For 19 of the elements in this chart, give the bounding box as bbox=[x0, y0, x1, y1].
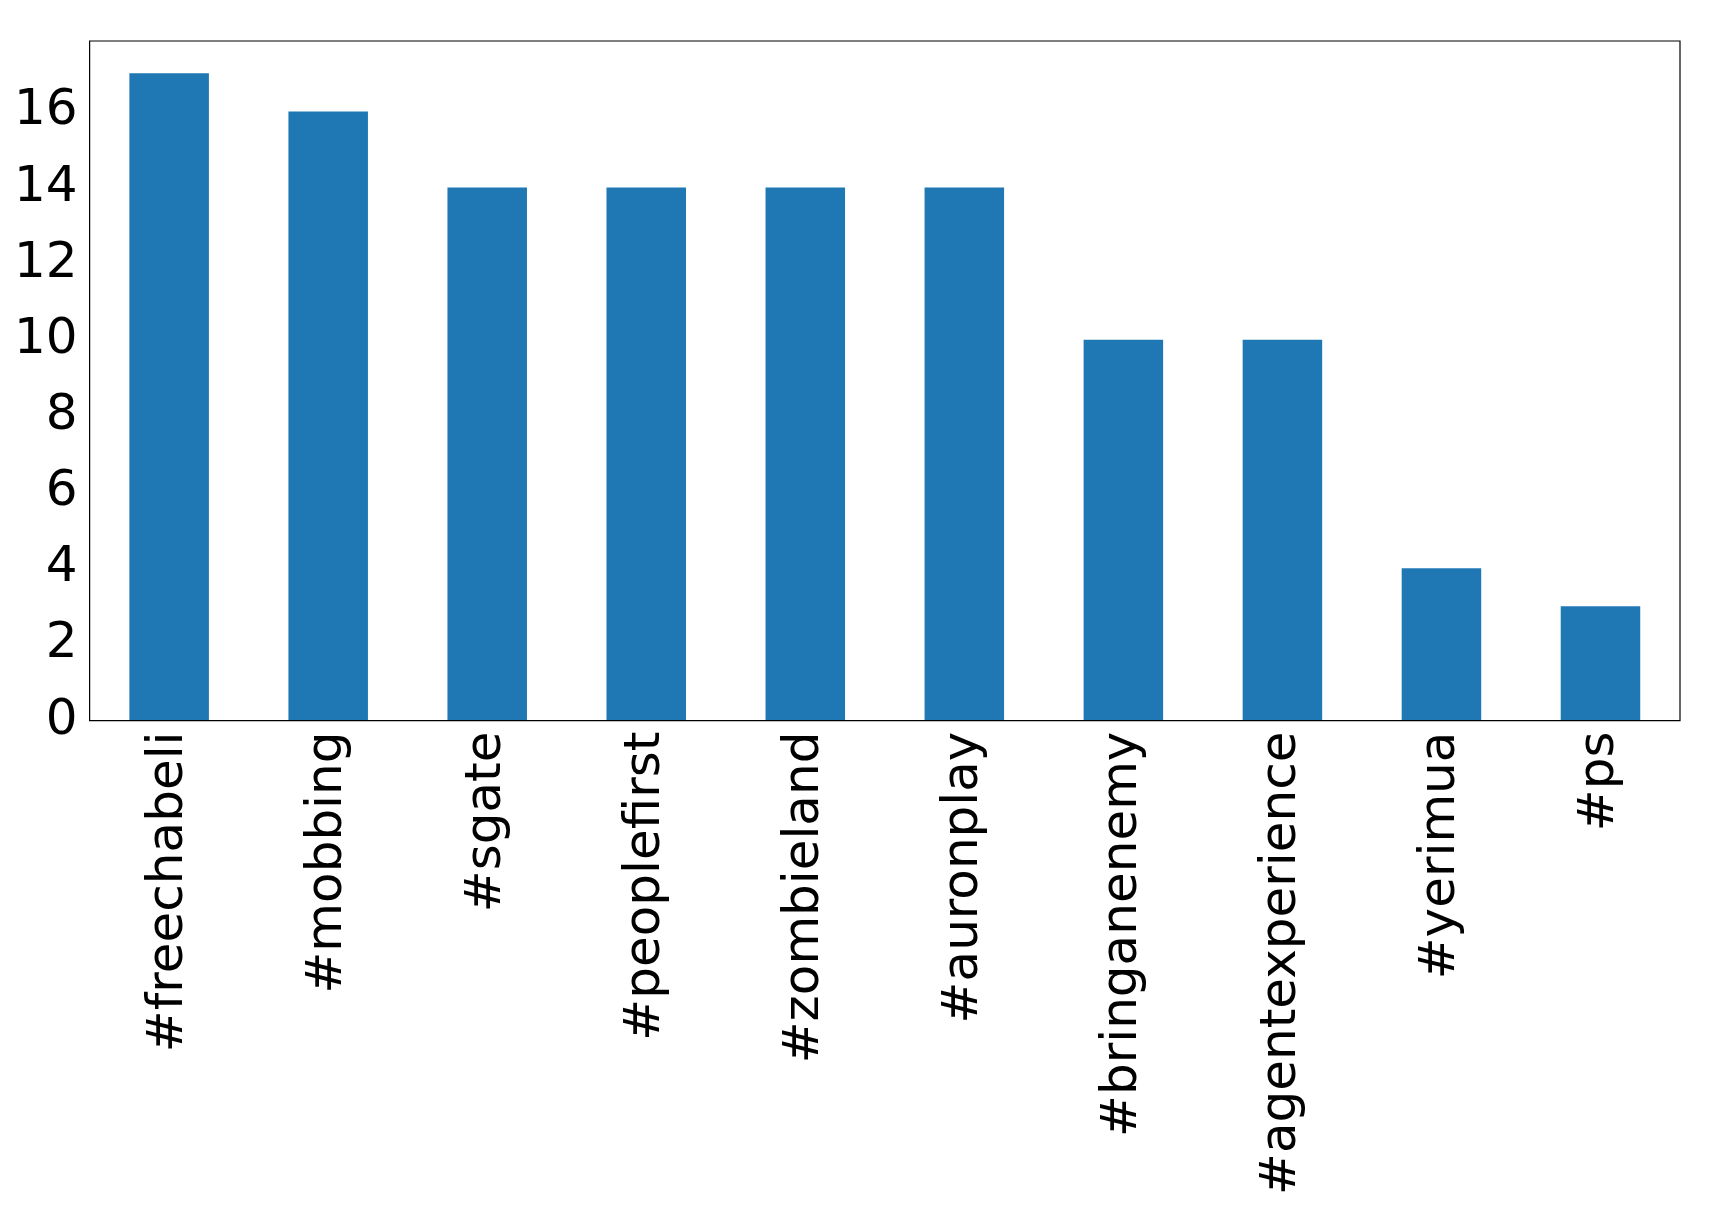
y-tick-label: 8 bbox=[45, 382, 78, 441]
x-tick-label: #sgate bbox=[454, 731, 513, 913]
y-tick-label: 10 bbox=[14, 306, 78, 365]
y-tick-label: 12 bbox=[14, 230, 78, 289]
y-tick-label: 14 bbox=[14, 154, 78, 213]
y-tick-label: 0 bbox=[45, 687, 78, 746]
y-tick-label: 2 bbox=[45, 611, 78, 670]
x-tick-label: #auronplay bbox=[931, 731, 990, 1024]
x-tick-label: #agentexperience bbox=[1249, 731, 1308, 1195]
y-tick-label: 4 bbox=[45, 535, 78, 594]
x-tick-label: #mobbing bbox=[295, 731, 354, 994]
x-tick-label: #zombieland bbox=[772, 731, 831, 1064]
x-tick-label: #peoplefirst bbox=[613, 731, 672, 1041]
x-tick-label: #yerimua bbox=[1408, 731, 1467, 980]
x-tick-label: #ps bbox=[1567, 731, 1626, 832]
y-tick-label: 16 bbox=[14, 78, 78, 137]
x-tick-label: #freechabeli bbox=[136, 731, 195, 1053]
y-tick-label: 6 bbox=[45, 459, 78, 518]
x-tick-label: #bringanenemy bbox=[1090, 731, 1149, 1137]
